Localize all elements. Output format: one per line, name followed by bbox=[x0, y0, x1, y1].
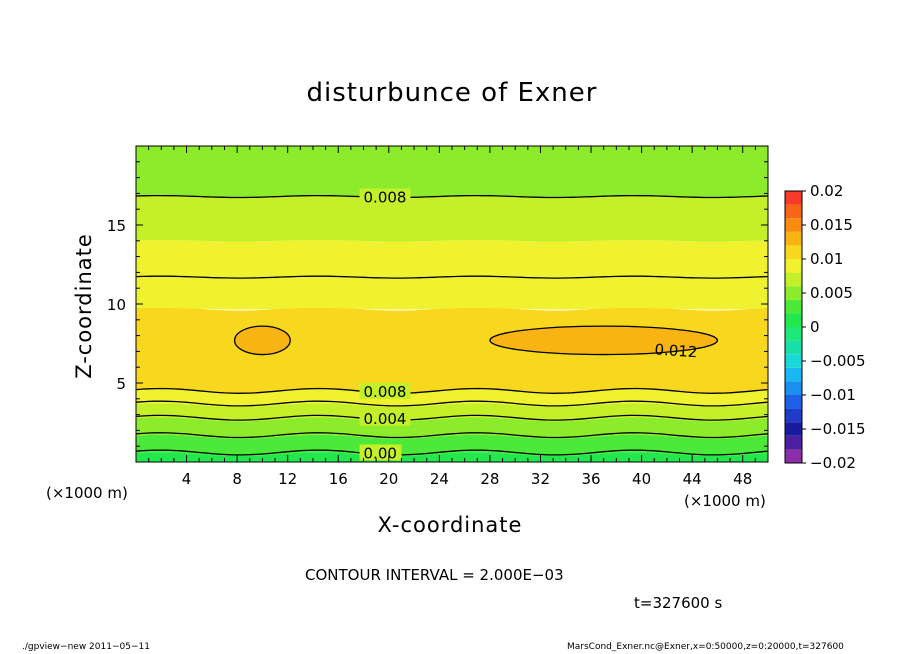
colorbar-swatch-16 bbox=[785, 231, 802, 246]
contour-label-2: 0.004 bbox=[364, 410, 407, 428]
colorbar-label-8: −0.02 bbox=[810, 454, 856, 472]
colorbar-label-5: −0.005 bbox=[810, 352, 866, 370]
contour-line-3 bbox=[135, 400, 769, 407]
contour-line-1 bbox=[135, 432, 769, 439]
x-unit-label-left: (×1000 m) bbox=[46, 484, 128, 502]
colorbar-swatch-11 bbox=[785, 299, 802, 314]
colorbar-swatch-6 bbox=[785, 367, 802, 382]
contour-label-bg-2 bbox=[359, 409, 411, 426]
colorbar-swatch-8 bbox=[785, 340, 802, 355]
y-axis-ticks: 5 10 15 bbox=[107, 161, 768, 447]
colorbar-label-0: 0.02 bbox=[810, 182, 843, 200]
x-tick-label-16: 16 bbox=[329, 470, 348, 488]
colorbar-label-7: −0.015 bbox=[810, 420, 866, 438]
contour-label-0: 0.00 bbox=[364, 445, 397, 463]
x-tick-label-36: 36 bbox=[581, 470, 600, 488]
contour-label-bg-6 bbox=[359, 188, 411, 205]
x-unit-label-right: (×1000 m) bbox=[684, 492, 766, 510]
contour-band-0 bbox=[136, 452, 768, 462]
colorbar-swatch-19 bbox=[785, 191, 802, 205]
y-tick-label-15: 15 bbox=[107, 217, 126, 235]
colorbar-swatch-13 bbox=[785, 272, 802, 287]
contour-band-7 bbox=[136, 240, 768, 278]
contour-label-bg-4 bbox=[359, 382, 411, 399]
x-axis-ticks: 4 8 12 16 20 24 28 32 36 40 44 48 bbox=[148, 146, 756, 488]
colorbar: 0.02 0.015 0.01 0.005 0 −0.005 −0.01 −0.015 −0.0… bbox=[784, 182, 866, 472]
x-tick-label-24: 24 bbox=[430, 470, 449, 488]
contour-band-8 bbox=[136, 195, 768, 242]
colorbar-swatch-5 bbox=[785, 381, 802, 395]
x-tick-label-12: 12 bbox=[278, 470, 297, 488]
plot-area-fill bbox=[136, 146, 768, 462]
colorbar-swatch-7 bbox=[785, 354, 802, 368]
x-tick-label-32: 32 bbox=[531, 470, 550, 488]
colorbar-swatch-9 bbox=[785, 327, 802, 341]
footer-program-date: ./gpview−new 2011−05−11 bbox=[22, 642, 150, 652]
closed-contour-label-1: 0.012 bbox=[654, 340, 698, 361]
contour-label-bg-0 bbox=[359, 444, 402, 461]
x-axis-label: X-coordinate bbox=[377, 513, 523, 537]
colorbar-swatch-3 bbox=[785, 408, 802, 423]
chart-title: disturbunce of Exner bbox=[306, 78, 598, 108]
colorbar-swatch-4 bbox=[785, 395, 802, 409]
footer-data-source: MarsCond_Exner.nc@Exner,x=0:50000,z=0:20… bbox=[567, 642, 844, 652]
contour-band-6 bbox=[136, 276, 768, 310]
colorbar-label-4: 0 bbox=[810, 318, 820, 336]
colorbar-swatch-18 bbox=[785, 204, 802, 219]
contour-line-4 bbox=[135, 387, 769, 394]
contour-interval-note: CONTOUR INTERVAL = 2.000E−03 bbox=[305, 566, 564, 584]
x-tick-label-44: 44 bbox=[683, 470, 702, 488]
contour-line-6 bbox=[135, 194, 769, 199]
colorbar-swatch-2 bbox=[785, 422, 802, 436]
colorbar-swatch-14 bbox=[785, 259, 802, 273]
contour-line-0 bbox=[135, 449, 769, 456]
x-tick-label-40: 40 bbox=[632, 470, 651, 488]
y-tick-label-5: 5 bbox=[116, 375, 126, 393]
colorbar-swatch-10 bbox=[785, 313, 802, 327]
colorbar-swatch-17 bbox=[785, 218, 802, 232]
contour-band-9 bbox=[136, 146, 768, 198]
contour-label-4: 0.008 bbox=[364, 383, 407, 401]
colorbar-label-3: 0.005 bbox=[810, 284, 853, 302]
y-tick-label-10: 10 bbox=[107, 296, 126, 314]
time-stamp: t=327600 s bbox=[634, 594, 723, 612]
colorbar-label-2: 0.01 bbox=[810, 250, 843, 268]
x-tick-label-28: 28 bbox=[480, 470, 499, 488]
x-tick-label-20: 20 bbox=[379, 470, 398, 488]
colorbar-swatch-1 bbox=[785, 435, 802, 450]
colorbar-label-6: −0.01 bbox=[810, 386, 856, 404]
x-tick-label-4: 4 bbox=[182, 470, 192, 488]
x-tick-label-8: 8 bbox=[232, 470, 242, 488]
colorbar-swatch-0 bbox=[785, 449, 802, 463]
contour-line-2 bbox=[135, 414, 769, 421]
colorbar-swatch-12 bbox=[785, 286, 802, 300]
contour-line-5 bbox=[135, 275, 769, 279]
closed-contour-0 bbox=[233, 325, 291, 356]
colorbar-label-1: 0.015 bbox=[810, 216, 853, 234]
closed-contour-1 bbox=[489, 325, 719, 356]
colorbar-swatch-15 bbox=[785, 245, 802, 259]
x-tick-label-48: 48 bbox=[733, 470, 752, 488]
contour-label-6: 0.008 bbox=[364, 189, 407, 207]
